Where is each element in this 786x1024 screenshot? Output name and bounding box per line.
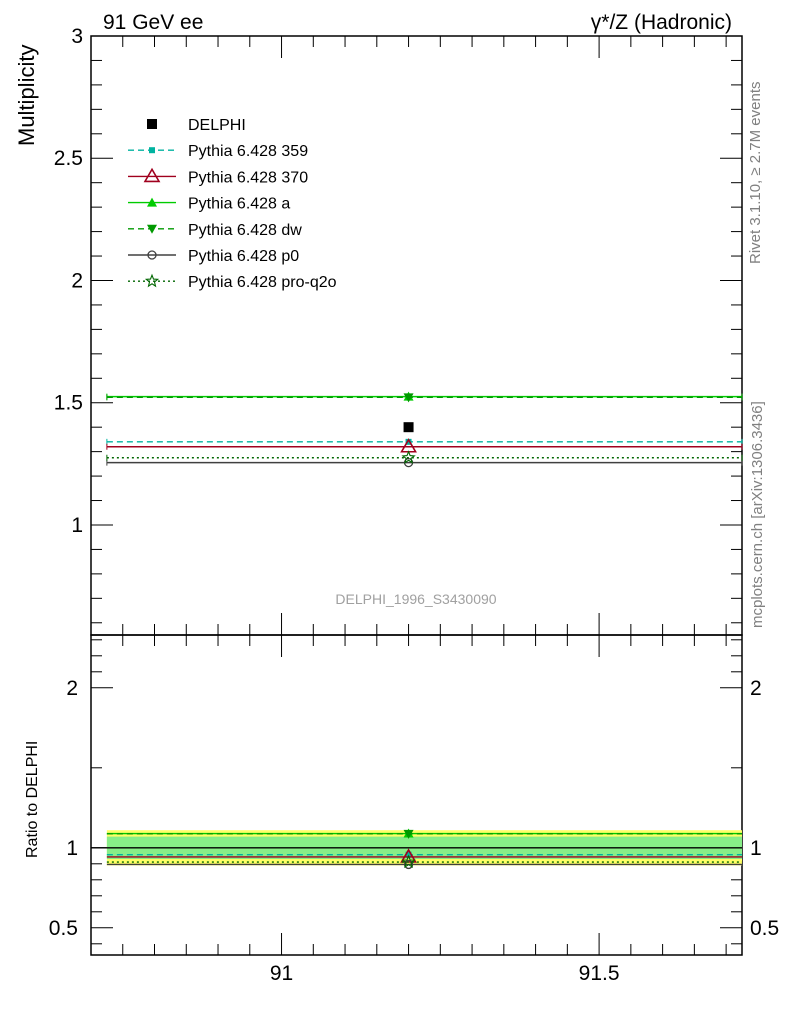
ylabel-ratio: Ratio to DELPHI	[24, 741, 41, 858]
ratio-series-marker	[403, 829, 414, 839]
legend-marker-delphi	[147, 119, 157, 129]
y-tick-label: 1	[71, 514, 83, 537]
ratio-series-marker	[403, 859, 414, 870]
main-panel: 1 1.5 2 2.5 3	[54, 25, 743, 636]
title-left: 91 GeV ee	[103, 11, 203, 34]
ylabel-main: Multiplicity	[14, 45, 39, 146]
legend-label: Pythia 6.428 dw	[188, 222, 302, 239]
ratio-series-marker	[401, 854, 416, 869]
y-tick-label: 2	[66, 677, 78, 700]
rivet-label: Rivet 3.1.10, ≥ 2.7M events	[747, 82, 764, 265]
analysis-watermark: DELPHI_1996_S3430090	[335, 591, 496, 607]
legend-label: Pythia 6.428 370	[188, 169, 308, 186]
y-tick-label: 3	[71, 25, 83, 48]
y-tick-label-right: 0.5	[750, 917, 779, 940]
ratio-frame	[90, 634, 743, 956]
legend-marker	[149, 147, 155, 154]
legend-marker	[144, 273, 160, 288]
legend-marker	[147, 224, 157, 234]
y-tick-label: 1	[66, 837, 78, 860]
legend-label: DELPHI	[188, 117, 246, 134]
ratio-panel: 91 91.5 0.5 0.5 1 1 2 2	[49, 634, 779, 985]
y-tick-label: 2	[71, 269, 83, 292]
legend-label: Pythia 6.428 a	[188, 196, 290, 213]
series-marker	[405, 438, 412, 445]
y-tick-label-right: 2	[750, 677, 762, 700]
y-tick-label-right: 1	[750, 837, 762, 860]
data-point-delphi	[403, 422, 414, 433]
y-tick-label: 1.5	[54, 392, 83, 415]
y-tick-label: 0.5	[49, 917, 78, 940]
mcplots-label: mcplots.cern.ch [arXiv:1306.3436]	[749, 401, 766, 628]
title-right: γ*/Z (Hadronic)	[591, 11, 732, 34]
x-tick-label: 91	[270, 962, 293, 985]
legend: DELPHI Pythia 6.428 359 Pythia 6.428 370 Py…	[128, 117, 337, 291]
x-tick-label: 91.5	[579, 962, 620, 985]
y-tick-label: 2.5	[54, 147, 83, 170]
legend-marker	[147, 250, 157, 260]
legend-marker	[147, 197, 157, 207]
legend-label: Pythia 6.428 p0	[188, 248, 299, 265]
series-marker	[403, 393, 414, 403]
legend-label: Pythia 6.428 359	[188, 143, 308, 160]
legend-marker	[143, 167, 161, 183]
legend-label: Pythia 6.428 pro-q2o	[188, 274, 337, 291]
series-marker	[401, 450, 416, 464]
